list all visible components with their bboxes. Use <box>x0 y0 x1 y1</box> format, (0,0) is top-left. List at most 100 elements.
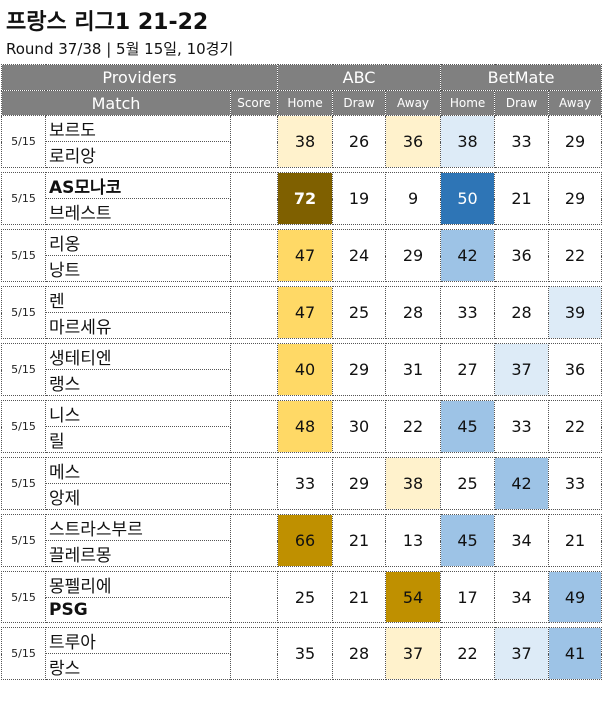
abc-away-odds: 22 <box>385 400 442 453</box>
match-score <box>229 400 279 453</box>
abc-away-odds: 29 <box>385 229 442 282</box>
home-team: 메스 <box>45 457 231 484</box>
match-row-away: 랑스 <box>2 653 602 680</box>
abc-away-odds: 38 <box>385 457 442 510</box>
home-team: 스트라스부르 <box>45 514 231 541</box>
betmate-draw-odds: 34 <box>494 571 550 623</box>
abc-home-odds: 38 <box>277 115 334 168</box>
abc-draw-odds: 30 <box>332 400 387 453</box>
home-team: 니스 <box>45 400 231 427</box>
betmate-away-odds: 29 <box>548 115 603 168</box>
match-date: 5/15 <box>1 627 46 680</box>
abc-draw-odds: 25 <box>332 286 387 339</box>
abc-home-odds: 47 <box>277 286 334 339</box>
abc-home-odds: 40 <box>277 343 334 396</box>
betmate-away-odds: 22 <box>548 400 603 453</box>
betmate-home-odds: 50 <box>440 172 496 225</box>
match-score <box>229 514 279 567</box>
match-score <box>229 115 279 168</box>
betmate-draw-odds: 36 <box>494 229 550 282</box>
betmate-away-odds: 29 <box>548 172 603 225</box>
home-team: AS모나코 <box>45 172 231 199</box>
abc-home-odds: 33 <box>277 457 334 510</box>
abc-draw-odds: 21 <box>332 514 387 567</box>
page-title: 프랑스 리그1 21-22 <box>6 10 209 35</box>
betmate-draw-odds: 33 <box>494 400 550 453</box>
betmate-home-odds: 45 <box>440 400 496 453</box>
match-row-away: 낭트 <box>2 255 602 282</box>
match-score <box>229 457 279 510</box>
abc-away-header: Away <box>385 90 442 116</box>
match-score <box>229 172 279 225</box>
abc-away-odds: 9 <box>385 172 442 225</box>
odds-table: Providers ABC BetMate Match Score Home D… <box>0 64 603 680</box>
home-team: 몽펠리에 <box>45 571 231 598</box>
betmate-away-odds: 36 <box>548 343 603 396</box>
abc-draw-odds: 19 <box>332 172 387 225</box>
betmate-home-odds: 25 <box>440 457 496 510</box>
match-score <box>229 627 279 680</box>
abc-away-odds: 28 <box>385 286 442 339</box>
match-date: 5/15 <box>1 400 46 453</box>
match-row: 5/15 스트라스부르 66 21 13 45 34 21 <box>1 514 603 567</box>
abc-draw-odds: 21 <box>332 571 387 623</box>
abc-away-odds: 54 <box>385 571 442 623</box>
abc-draw-odds: 24 <box>332 229 387 282</box>
match-score <box>229 286 279 339</box>
away-team: PSG <box>45 597 231 623</box>
match-row: 5/15 몽펠리에 25 21 54 17 34 49 <box>1 571 603 623</box>
match-score <box>229 229 279 282</box>
home-team: 보르도 <box>45 115 231 142</box>
match-score <box>229 571 279 623</box>
abc-home-header: Home <box>277 90 334 116</box>
abc-draw-odds: 29 <box>332 457 387 510</box>
abc-away-odds: 31 <box>385 343 442 396</box>
betmate-home-odds: 22 <box>440 627 496 680</box>
match-date: 5/15 <box>1 514 46 567</box>
betmate-draw-odds: 37 <box>494 627 550 680</box>
match-date: 5/15 <box>1 229 46 282</box>
abc-away-odds: 36 <box>385 115 442 168</box>
home-team: 렌 <box>45 286 231 313</box>
provider-betmate-header: BetMate <box>440 64 603 91</box>
match-date: 5/15 <box>1 115 46 168</box>
betmate-draw-odds: 28 <box>494 286 550 339</box>
match-row: 5/15 트루아 35 28 37 22 37 41 <box>1 627 603 680</box>
home-team: 생테티엔 <box>45 343 231 370</box>
away-team: 끌레르몽 <box>45 540 231 567</box>
betmate-away-header: Away <box>548 90 603 116</box>
abc-home-odds: 47 <box>277 229 334 282</box>
betmate-draw-odds: 33 <box>494 115 550 168</box>
away-team: 랭스 <box>45 369 231 396</box>
betmate-away-odds: 41 <box>548 627 603 680</box>
abc-home-odds: 25 <box>277 571 334 623</box>
match-date: 5/15 <box>1 172 46 225</box>
away-team: 낭트 <box>45 255 231 282</box>
betmate-home-header: Home <box>440 90 496 116</box>
abc-away-odds: 37 <box>385 627 442 680</box>
betmate-away-odds: 21 <box>548 514 603 567</box>
match-header: Match <box>1 90 231 116</box>
away-team: 랑스 <box>45 653 231 680</box>
abc-draw-odds: 26 <box>332 115 387 168</box>
betmate-draw-header: Draw <box>494 90 550 116</box>
score-header: Score <box>229 90 279 116</box>
provider-abc-header: ABC <box>277 64 442 91</box>
match-row-away: 마르세유 <box>2 312 602 339</box>
abc-home-odds: 48 <box>277 400 334 453</box>
betmate-home-odds: 45 <box>440 514 496 567</box>
betmate-home-odds: 17 <box>440 571 496 623</box>
match-row: 5/15 리옹 47 24 29 42 36 22 <box>1 229 603 282</box>
home-team: 리옹 <box>45 229 231 256</box>
match-row-away: 끌레르몽 <box>2 540 602 567</box>
betmate-away-odds: 49 <box>548 571 603 623</box>
match-date: 5/15 <box>1 286 46 339</box>
match-score <box>229 343 279 396</box>
match-row-away: 릴 <box>2 426 602 453</box>
betmate-home-odds: 27 <box>440 343 496 396</box>
match-row-away: 랭스 <box>2 369 602 396</box>
match-date: 5/15 <box>1 571 46 623</box>
betmate-away-odds: 22 <box>548 229 603 282</box>
match-row: 5/15 렌 47 25 28 33 28 39 <box>1 286 603 339</box>
betmate-away-odds: 33 <box>548 457 603 510</box>
